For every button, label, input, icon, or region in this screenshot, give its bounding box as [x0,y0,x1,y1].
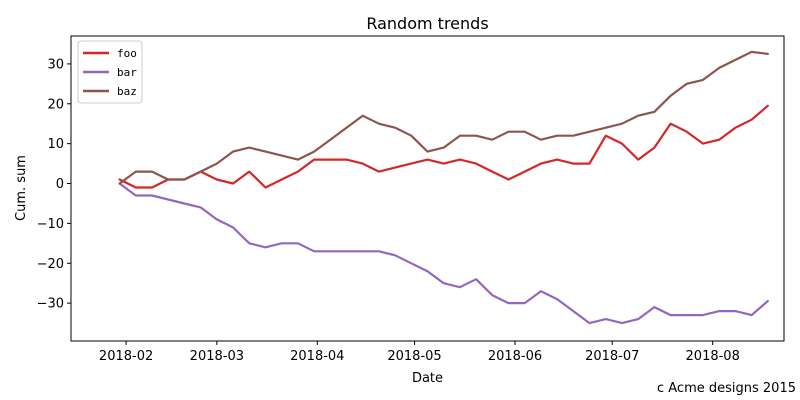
y-axis: −30 −20 −10 0 10 20 30 [37,57,71,312]
y-tick-label: −20 [37,257,64,272]
x-tick-label: 2018-08 [686,349,740,364]
copyright-note: c Acme designs 2015 [657,381,796,396]
plot-area [70,35,785,342]
legend-label-baz: baz [117,85,137,98]
y-tick-label: 10 [47,137,64,152]
legend-box [77,40,143,104]
x-tick-label: 2018-02 [99,349,153,364]
series-layer [118,50,769,325]
x-tick-label: 2018-07 [585,349,639,364]
series-line-foo [118,104,769,189]
y-tick-label: 0 [56,177,64,192]
x-axis: 2018-02 2018-03 2018-04 2018-05 2018-06 2018-… [99,341,740,364]
legend: foo bar baz [77,40,143,104]
y-tick-label: 20 [47,97,64,112]
x-tick-label: 2018-06 [488,349,542,364]
y-axis-label: Cum. sum [14,155,29,221]
legend-label-bar: bar [117,66,137,79]
legend-label-foo: foo [117,47,137,60]
x-tick-label: 2018-03 [190,349,244,364]
x-tick-label: 2018-04 [290,349,344,364]
x-axis-label: Date [412,371,443,386]
y-tick-label: −10 [37,217,64,232]
series-line-bar [118,182,769,325]
axes-frame [70,35,785,342]
y-tick-label: 30 [47,57,64,72]
chart-title: Random trends [366,14,488,33]
y-tick-label: −30 [37,297,64,312]
series-line-baz [118,50,769,185]
x-tick-label: 2018-05 [387,349,441,364]
